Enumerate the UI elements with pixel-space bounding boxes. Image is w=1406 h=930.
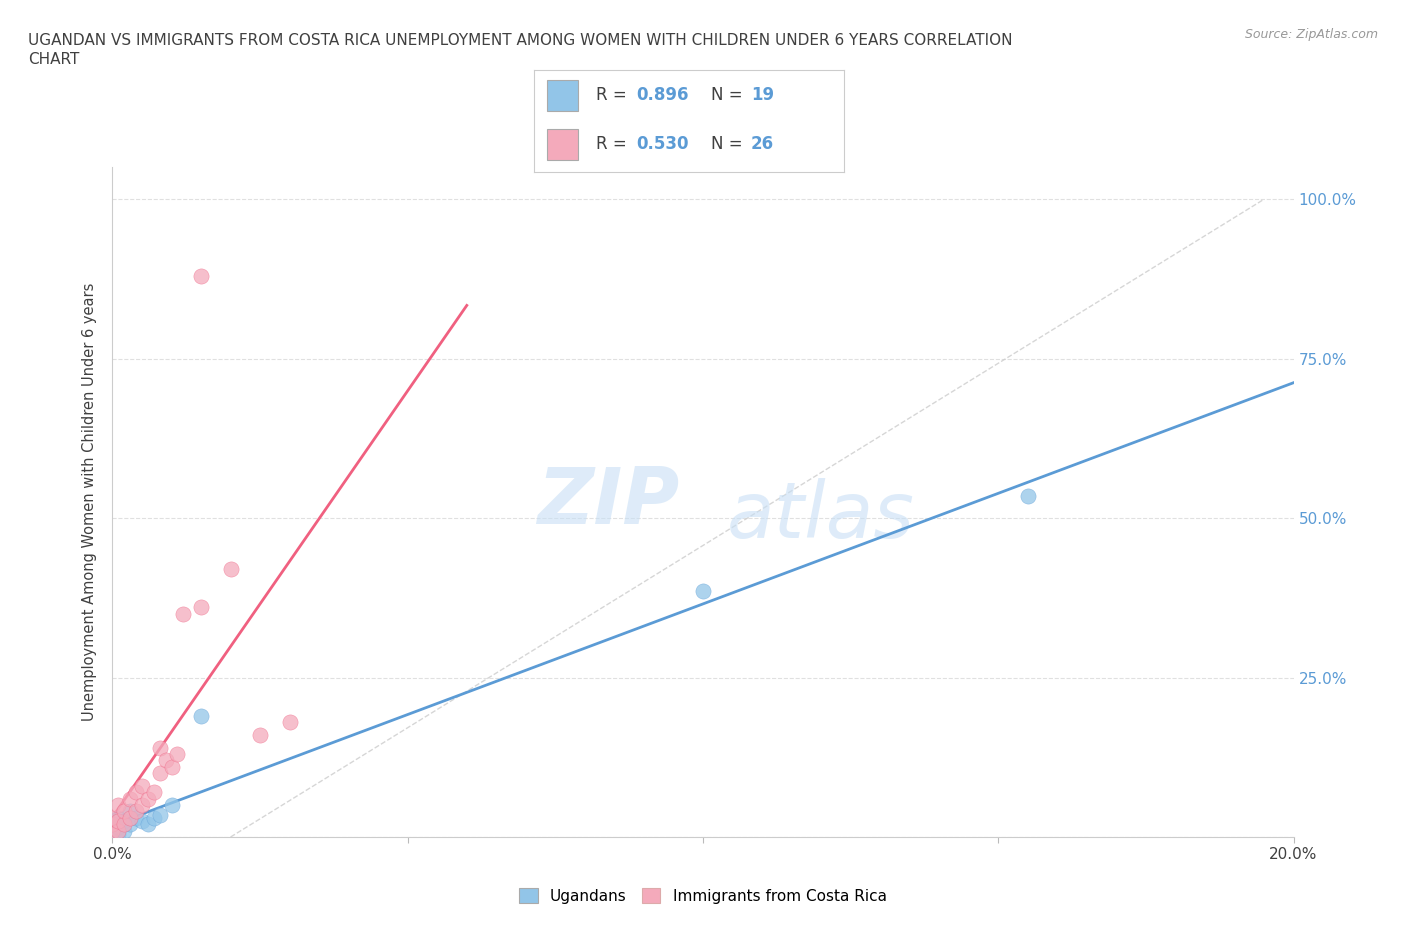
- Text: N =: N =: [710, 136, 748, 153]
- Point: [190, 600, 212, 615]
- Point: [125, 804, 148, 819]
- Point: [155, 753, 177, 768]
- Point: [190, 269, 212, 284]
- Point: [101, 823, 124, 838]
- Point: [120, 791, 142, 806]
- Text: atlas: atlas: [727, 478, 915, 553]
- Text: UGANDAN VS IMMIGRANTS FROM COSTA RICA UNEMPLOYMENT AMONG WOMEN WITH CHILDREN UND: UGANDAN VS IMMIGRANTS FROM COSTA RICA UN…: [28, 33, 1012, 67]
- Text: 26: 26: [751, 136, 773, 153]
- Point: [101, 817, 124, 831]
- Point: [107, 823, 129, 838]
- Point: [112, 804, 135, 819]
- Point: [120, 804, 142, 819]
- Point: [101, 823, 124, 838]
- Point: [112, 814, 135, 829]
- Bar: [547, 129, 578, 160]
- Point: [120, 810, 142, 825]
- Text: N =: N =: [710, 86, 748, 104]
- Point: [107, 827, 129, 842]
- Point: [131, 778, 153, 793]
- Point: [190, 709, 212, 724]
- Point: [101, 810, 124, 825]
- Point: [120, 817, 142, 831]
- Point: [278, 715, 301, 730]
- Text: ZIP: ZIP: [537, 464, 679, 540]
- Point: [149, 807, 172, 822]
- Point: [172, 606, 194, 621]
- Point: [107, 798, 129, 813]
- Text: R =: R =: [596, 86, 633, 104]
- Point: [149, 765, 172, 780]
- Point: [101, 830, 124, 844]
- Point: [112, 823, 135, 838]
- Text: R =: R =: [596, 136, 633, 153]
- Point: [219, 562, 242, 577]
- Point: [107, 820, 129, 835]
- Point: [125, 810, 148, 825]
- Point: [131, 814, 153, 829]
- Point: [136, 817, 159, 831]
- Point: [112, 817, 135, 831]
- Point: [160, 760, 183, 775]
- Text: 0.530: 0.530: [637, 136, 689, 153]
- Point: [107, 814, 129, 829]
- Point: [131, 798, 153, 813]
- Point: [142, 785, 165, 800]
- Text: 19: 19: [751, 86, 773, 104]
- Point: [166, 747, 188, 762]
- Point: [160, 798, 183, 813]
- Point: [136, 791, 159, 806]
- Text: 0.896: 0.896: [637, 86, 689, 104]
- Point: [149, 740, 172, 755]
- Point: [101, 817, 124, 831]
- Point: [125, 785, 148, 800]
- Point: [1017, 488, 1039, 503]
- Bar: [547, 80, 578, 111]
- Point: [142, 810, 165, 825]
- Text: Source: ZipAtlas.com: Source: ZipAtlas.com: [1244, 28, 1378, 41]
- Point: [692, 584, 714, 599]
- Y-axis label: Unemployment Among Women with Children Under 6 years: Unemployment Among Women with Children U…: [82, 283, 97, 722]
- Point: [249, 727, 271, 742]
- Point: [107, 810, 129, 825]
- Legend: Ugandans, Immigrants from Costa Rica: Ugandans, Immigrants from Costa Rica: [513, 882, 893, 910]
